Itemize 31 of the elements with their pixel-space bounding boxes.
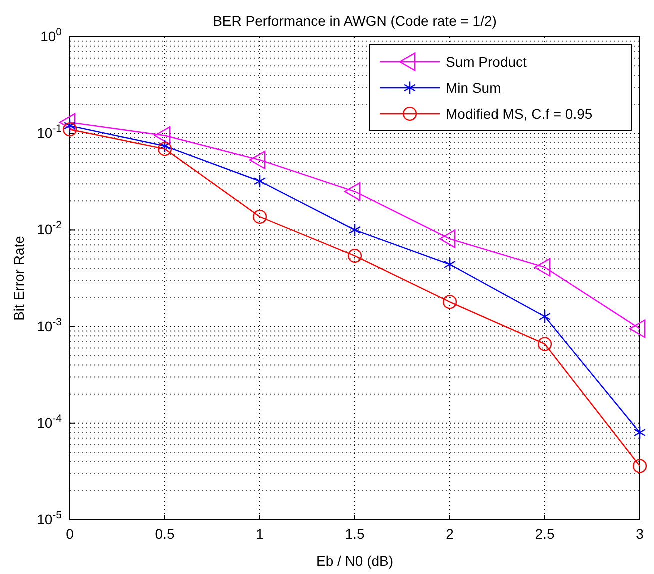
point xyxy=(632,459,648,474)
point xyxy=(538,310,552,324)
point xyxy=(252,210,268,224)
legend-label: Min Sum xyxy=(446,80,502,96)
point xyxy=(254,174,266,188)
x-tick-label: 1.5 xyxy=(345,526,365,542)
point xyxy=(538,337,552,352)
y-tick-label: 10$^{-2}$ xyxy=(37,220,62,238)
x-tick-label: 2.5 xyxy=(535,526,555,542)
chart-title: BER Performance in AWGN (Code rate = 1/2) xyxy=(213,13,497,29)
point xyxy=(348,249,362,264)
y-tick-label: 10$^{-4}$ xyxy=(37,412,62,431)
point xyxy=(158,139,172,154)
point xyxy=(444,258,456,272)
x-tick-label: 2 xyxy=(446,526,454,542)
x-tick-label: 0.5 xyxy=(155,526,175,542)
point xyxy=(442,295,458,310)
legend-label: Sum Product xyxy=(446,54,528,70)
y-tick-label: 10$^{0}$ xyxy=(40,26,62,44)
y-tick-label: 10$^{-1}$ xyxy=(37,123,62,142)
x-tick-label: 3 xyxy=(636,526,644,542)
y-tick-label: 10$^{-3}$ xyxy=(37,316,62,334)
point xyxy=(158,142,172,156)
x-axis-title: Eb / N0 (dB) xyxy=(316,553,394,569)
point xyxy=(634,426,646,440)
point xyxy=(348,223,362,238)
y-axis-title: Bit Error Rate xyxy=(11,236,27,321)
y-tick-label: 10$^{-5}$ xyxy=(37,509,62,528)
legend-label: Modified MS, C.f = 0.95 xyxy=(446,106,593,122)
x-tick-label: 0 xyxy=(66,526,74,542)
x-tick-label: 1 xyxy=(256,526,264,542)
